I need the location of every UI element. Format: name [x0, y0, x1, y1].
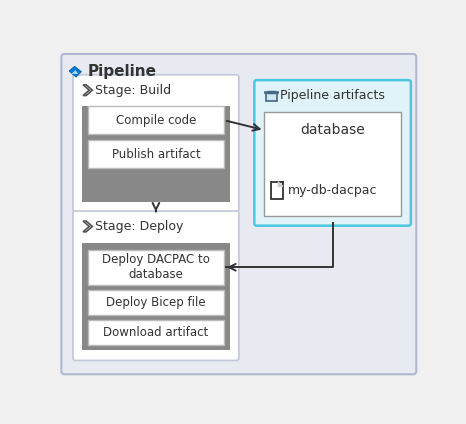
Text: Pipeline artifacts: Pipeline artifacts [280, 89, 385, 102]
FancyBboxPatch shape [73, 75, 239, 212]
Polygon shape [278, 182, 283, 187]
Polygon shape [71, 70, 78, 74]
FancyBboxPatch shape [88, 106, 224, 134]
Text: Deploy DACPAC to
database: Deploy DACPAC to database [102, 253, 210, 281]
Text: Publish artifact: Publish artifact [111, 148, 200, 161]
Text: my-db-dacpac: my-db-dacpac [288, 184, 377, 197]
FancyBboxPatch shape [271, 182, 283, 199]
FancyBboxPatch shape [82, 243, 230, 350]
FancyBboxPatch shape [88, 321, 224, 345]
FancyBboxPatch shape [266, 93, 277, 101]
FancyBboxPatch shape [82, 106, 230, 202]
Text: Compile code: Compile code [116, 114, 196, 127]
Text: Deploy Bicep file: Deploy Bicep file [106, 296, 206, 309]
Text: Stage: Deploy: Stage: Deploy [96, 220, 184, 233]
Text: Stage: Build: Stage: Build [96, 84, 171, 97]
FancyBboxPatch shape [88, 290, 224, 315]
FancyBboxPatch shape [62, 54, 416, 374]
Text: Download artifact: Download artifact [103, 326, 208, 339]
FancyBboxPatch shape [73, 211, 239, 360]
Polygon shape [69, 66, 82, 77]
FancyBboxPatch shape [254, 80, 411, 226]
FancyBboxPatch shape [264, 112, 401, 216]
Text: database: database [300, 123, 365, 137]
FancyBboxPatch shape [88, 140, 224, 168]
FancyBboxPatch shape [88, 250, 224, 285]
Text: Pipeline: Pipeline [88, 64, 157, 79]
